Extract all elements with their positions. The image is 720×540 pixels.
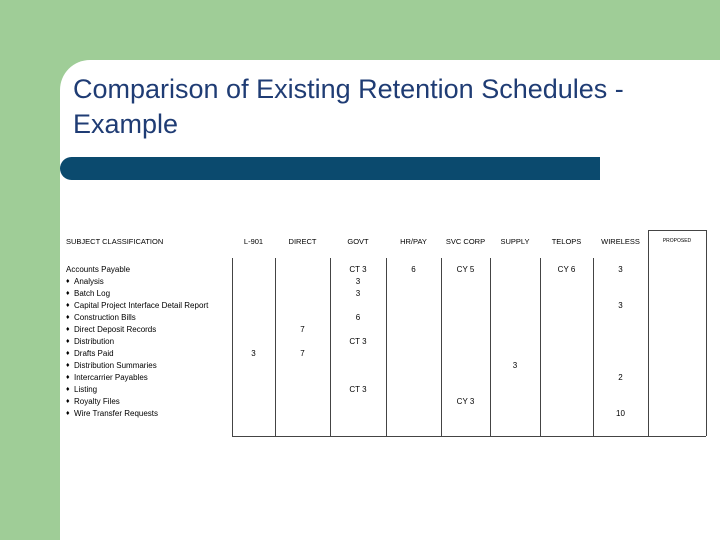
row-label-text: Direct Deposit Records (74, 325, 157, 334)
row-label: ♦ Direct Deposit Records (66, 325, 157, 334)
column-header: L-901 (243, 237, 264, 246)
cell: 3 (618, 265, 623, 274)
column-header: HR/PAY (400, 237, 427, 246)
column-header: GOVT (347, 237, 369, 246)
row-label: ♦ Listing (66, 385, 98, 394)
content-panel (60, 60, 720, 540)
column-divider (330, 258, 331, 436)
column-divider (490, 258, 491, 436)
row-label: ♦ Distribution Summaries (66, 361, 157, 370)
border-top (648, 230, 706, 231)
column-header: SVC CORP (445, 237, 486, 246)
cell: 3 (355, 277, 361, 286)
row-label: ♦ Construction Bills (66, 313, 136, 322)
column-header: SUBJECT CLASSIFICATION (66, 237, 164, 246)
column-header: PROPOSED (662, 238, 692, 244)
cell: CT 3 (349, 385, 367, 394)
row-label: ♦ Batch Log (66, 289, 111, 298)
row-label-text: Distribution (74, 337, 115, 346)
cell: 3 (251, 349, 256, 358)
cell: 6 (355, 313, 361, 322)
cell: 7 (300, 349, 305, 358)
cell: CY 5 (456, 265, 475, 274)
cell: 3 (355, 289, 361, 298)
cell: 10 (616, 409, 625, 418)
cell: 2 (618, 373, 623, 382)
cell: CT 3 (349, 265, 367, 274)
column-header: DIRECT (288, 237, 317, 246)
column-divider (706, 230, 707, 436)
column-divider (386, 258, 387, 436)
row-label-text: Capital Project Interface Detail Report (74, 301, 209, 310)
row-label-text: Batch Log (74, 289, 111, 298)
slide-title: Comparison of Existing Retention Schedul… (73, 74, 624, 139)
cell: 3 (618, 301, 623, 310)
row-label: ♦ Royalty Files (66, 397, 120, 406)
column-header: WIRELESS (601, 237, 640, 246)
row-label-text: Accounts Payable (66, 265, 131, 274)
column-divider (593, 258, 594, 436)
column-header: TELOPS (551, 237, 582, 246)
row-label-text: Intercarrier Payables (74, 373, 148, 382)
cell: 6 (411, 265, 416, 274)
cell: CY 3 (456, 397, 475, 406)
column-divider (648, 230, 649, 436)
cell: CY 6 (557, 265, 576, 274)
cell: 7 (300, 325, 305, 334)
cell: 3 (512, 361, 518, 370)
row-label-text: Construction Bills (74, 313, 136, 322)
row-label-text: Wire Transfer Requests (74, 409, 159, 418)
cell: CT 3 (349, 337, 367, 346)
row-label: ♦ Wire Transfer Requests (66, 409, 159, 418)
row-label: ♦ Drafts Paid (66, 349, 114, 358)
row-label-text: Listing (74, 385, 98, 394)
row-label-text: Royalty Files (74, 397, 120, 406)
row-label: Accounts Payable (66, 264, 216, 276)
row-label: ♦ Analysis (66, 277, 104, 286)
row-label-text: Drafts Paid (74, 349, 114, 358)
row-label-text: Analysis (74, 277, 104, 286)
column-divider (540, 258, 541, 436)
row-label: ♦ Intercarrier Payables (66, 373, 148, 382)
border-bottom (232, 436, 706, 437)
column-divider (441, 258, 442, 436)
row-label: ♦ Capital Project Interface Detail Report (66, 301, 209, 310)
column-header: SUPPLY (500, 237, 530, 246)
column-divider (232, 258, 233, 436)
column-divider (275, 258, 276, 436)
row-label-text: Distribution Summaries (74, 361, 157, 370)
row-label: ♦ Distribution (66, 337, 115, 346)
title-bar (60, 157, 600, 180)
